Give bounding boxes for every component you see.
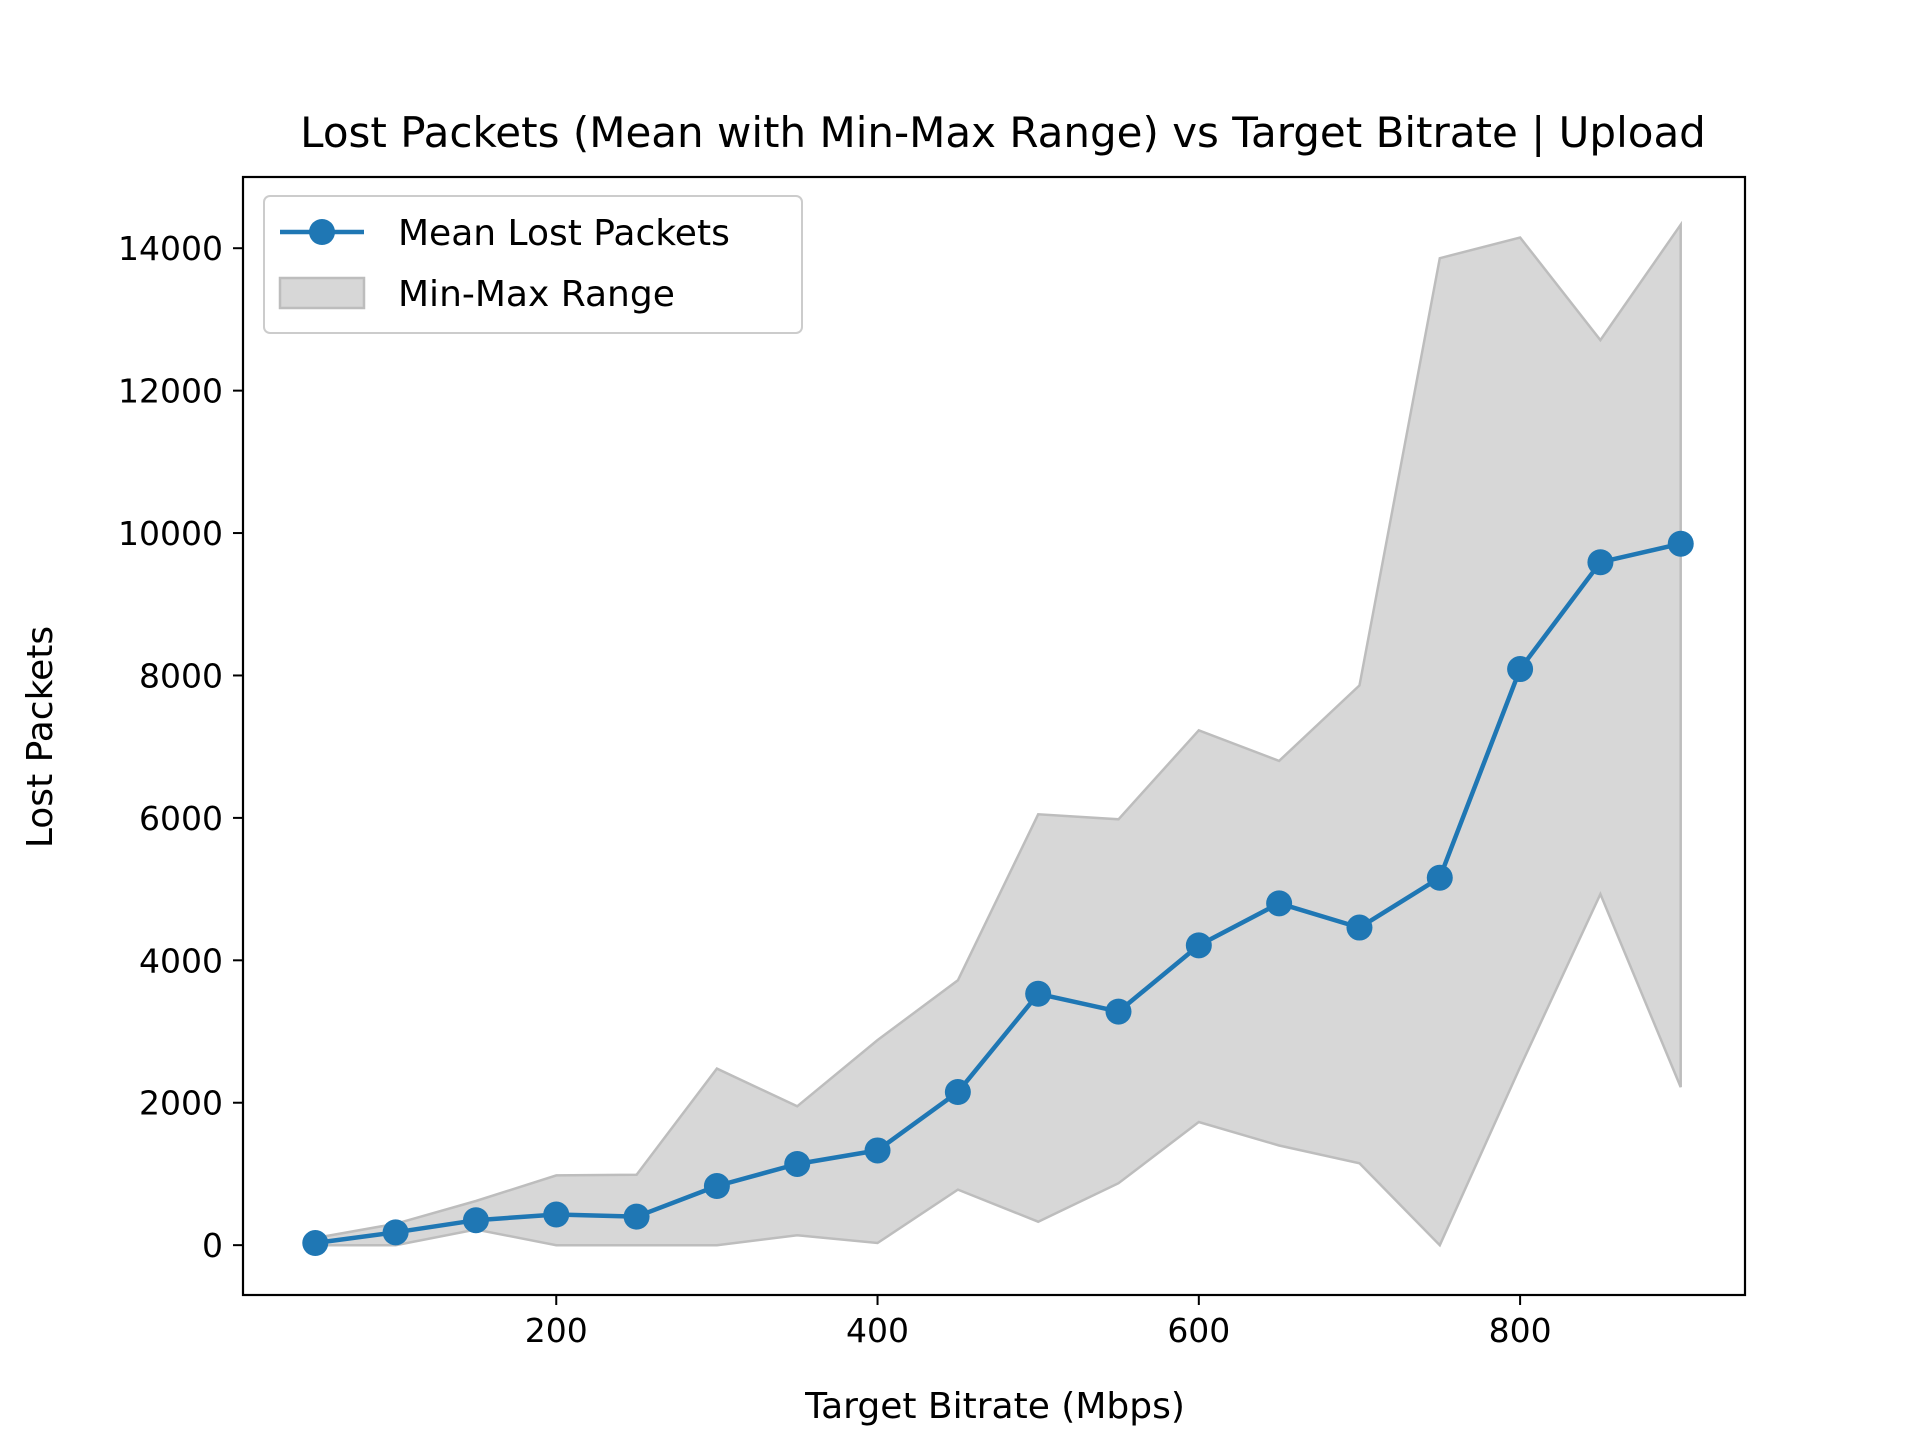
mean-marker: [1266, 890, 1293, 917]
mean-marker: [944, 1079, 971, 1106]
mean-marker: [1105, 998, 1132, 1025]
legend-label-mean: Mean Lost Packets: [398, 213, 730, 254]
axes-frame: [241, 175, 1747, 1297]
mean-marker: [543, 1201, 570, 1228]
y-tick-label: 4000: [139, 941, 223, 980]
mean-marker: [1346, 914, 1373, 941]
x-tick-label: 600: [1167, 1311, 1230, 1350]
y-axis-label: Lost Packets: [20, 626, 61, 848]
mean-marker: [864, 1137, 891, 1164]
y-tick-label: 12000: [118, 372, 223, 411]
chart-title: Lost Packets (Mean with Min-Max Range) v…: [300, 108, 1706, 157]
mean-marker: [302, 1230, 329, 1257]
axes: 200 400 600 8000200040006000800010000120001…: [118, 175, 1747, 1350]
y-tick-label: 0: [202, 1226, 223, 1265]
legend-marker-swatch: [309, 219, 335, 245]
mean-marker: [382, 1219, 409, 1246]
mean-marker: [1426, 864, 1453, 891]
y-tick-label: 8000: [139, 656, 223, 695]
legend: Mean Lost Packets Min-Max Range: [263, 195, 803, 334]
y-tick-label: 14000: [118, 229, 223, 268]
legend-band-swatch: [278, 276, 366, 310]
y-tick-label: 2000: [139, 1084, 223, 1123]
mean-marker: [703, 1173, 730, 1200]
mean-marker: [1507, 656, 1534, 683]
y-tick-label: 6000: [139, 799, 223, 838]
plot-area: [302, 220, 1694, 1257]
y-tick-label: 10000: [118, 514, 223, 553]
legend-label-range: Min-Max Range: [398, 274, 675, 315]
mean-marker: [1025, 980, 1052, 1007]
mean-marker: [1587, 549, 1614, 576]
min-max-band: [314, 220, 1682, 1248]
x-tick-label: 400: [846, 1311, 909, 1350]
mean-marker: [784, 1150, 811, 1177]
mean-marker: [1667, 530, 1694, 557]
mean-marker: [623, 1203, 650, 1230]
x-tick-label: 200: [525, 1311, 588, 1350]
mean-marker: [1185, 932, 1212, 959]
x-tick-label: 800: [1489, 1311, 1552, 1350]
x-axis-label: Target Bitrate (Mbps): [804, 1386, 1185, 1427]
legend-box: [263, 195, 803, 334]
mean-marker: [462, 1207, 489, 1234]
mean-line: [315, 541, 1682, 1246]
